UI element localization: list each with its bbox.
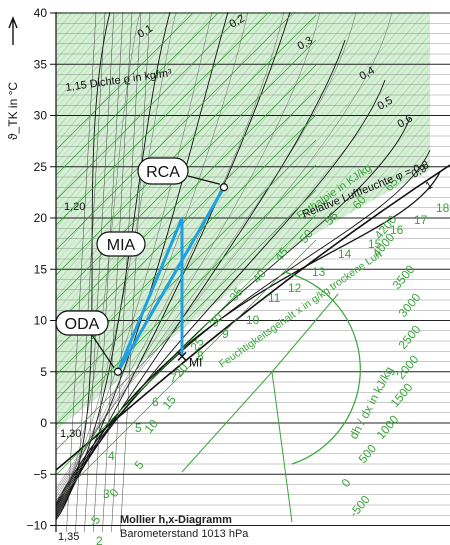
moisture-tick-label: 13	[312, 265, 326, 279]
protractor-rays	[181, 293, 339, 523]
protractor-tick-label: 3500	[390, 262, 418, 292]
process-line-mix	[116, 217, 184, 373]
rh-curve-minor	[56, 12, 141, 511]
enthalpy-tick-label: 5	[132, 458, 147, 472]
moisture-tick-label: 14	[338, 247, 352, 261]
moisture-tick-label: 8	[197, 349, 204, 363]
protractor-tick-label: 3000	[396, 290, 424, 320]
chart-caption: Mollier h,x-Diagramm Barometerstand 1013…	[120, 513, 248, 541]
rca-callout-label: RCA	[146, 164, 180, 181]
mia-callout-label: MIA	[107, 237, 136, 254]
protractor-tick-label: 1000	[374, 412, 402, 442]
protractor-tick-label: 500	[356, 441, 380, 466]
moisture-tick-label: 4	[108, 449, 115, 463]
y-axis-arrow	[8, 16, 18, 45]
enthalpy-line	[56, 239, 317, 501]
moisture-tick-label: 5	[135, 421, 142, 435]
rca-point	[219, 183, 229, 192]
moisture-tick-label: 7	[170, 371, 177, 385]
density-tick-label: 1,35	[58, 531, 79, 543]
density-tick-label: 1,30	[60, 428, 81, 440]
mi-label: MI	[189, 355, 202, 369]
moisture-tick-label: 6	[152, 395, 159, 409]
y-tick-label: 15	[34, 262, 48, 276]
y-tick-label: 25	[34, 160, 48, 174]
protractor-tick-label: 1500	[388, 380, 416, 410]
density-line	[102, 12, 133, 532]
mi-marker	[177, 351, 187, 361]
enthalpy-line	[56, 12, 270, 226]
moisture-tick-label: 12	[288, 281, 302, 295]
rh-curve-minor	[56, 12, 213, 505]
protractor-tick-label: 2500	[396, 322, 424, 352]
protractor-arc	[283, 271, 361, 465]
rh-curve	[56, 12, 111, 521]
moisture-tick-label: 16	[390, 223, 404, 237]
moisture-tick-label: 11	[268, 291, 281, 305]
process-line-oda-rca	[116, 186, 226, 373]
enthalpy-tick-label: 15	[160, 392, 180, 411]
rh-tick-label: 1	[424, 179, 435, 192]
unsaturated-region	[56, 12, 430, 430]
enthalpy-line	[56, 12, 245, 201]
enthalpy-line	[56, 12, 220, 176]
y-tick-label: 35	[34, 57, 48, 71]
density-tick-label: 1,20	[64, 201, 85, 213]
protractor-tick-label: 0	[339, 476, 354, 490]
oda-callout-pointer	[91, 334, 115, 369]
enthalpy-line	[56, 64, 317, 326]
oda-callout-label: ODA	[65, 316, 100, 333]
density-line	[66, 12, 97, 532]
y-tick-label: 0	[40, 416, 47, 430]
rh-curve	[56, 117, 411, 509]
moisture-tick-label: 2	[96, 534, 103, 545]
enthalpy-line	[56, 139, 317, 401]
protractor-tick-label: 2000	[394, 352, 422, 382]
enthalpy-line	[56, 12, 295, 251]
rh-curve	[56, 149, 431, 507]
moisture-tick-label: 3	[103, 487, 110, 501]
moisture-tick-label: 10	[246, 313, 260, 327]
y-tick-label: 20	[34, 211, 48, 225]
y-tick-label: 5	[40, 365, 47, 379]
y-tick-label: 10	[34, 314, 48, 328]
enthalpy-line	[56, 164, 317, 426]
rh-curve-minor	[56, 12, 177, 508]
enthalpy-line	[56, 89, 317, 351]
saturation-curve	[56, 164, 450, 471]
enthalpy-line	[56, 14, 317, 276]
oda-point	[113, 367, 123, 376]
y-axis-label: ϑ_TK in °C	[6, 82, 20, 140]
chart-title: Mollier h,x-Diagramm	[120, 514, 232, 526]
rca-callout-pointer	[187, 175, 221, 185]
y-tick-label: −10	[27, 519, 48, 533]
enthalpy-line	[56, 189, 317, 451]
rh-curve	[56, 171, 441, 505]
y-tick-label: −5	[33, 467, 47, 481]
density-line	[120, 12, 151, 532]
moisture-tick-label: 18	[436, 201, 450, 215]
density-line	[84, 12, 115, 532]
density-line	[75, 12, 106, 532]
moisture-tick-label: 9	[222, 327, 229, 341]
rh-curve-minor	[56, 12, 393, 490]
protractor-tick-label: -500	[347, 492, 373, 520]
moisture-tick-label: 15	[368, 237, 382, 251]
enthalpy-tick-label: 10	[142, 416, 162, 435]
chart-subtitle: Barometerstand 1013 hPa	[120, 528, 249, 540]
y-tick-label: 40	[34, 6, 48, 20]
density-line	[93, 12, 124, 532]
rh-curve	[56, 79, 386, 511]
enthalpy-line	[56, 12, 195, 151]
enthalpy-line	[56, 214, 317, 476]
rca-callout-box	[137, 157, 189, 185]
mia-callout-box	[96, 231, 146, 257]
density-line	[111, 12, 142, 532]
y-tick-label: 30	[34, 109, 48, 123]
rh-curve-minor	[56, 12, 357, 493]
moisture-tick-label: 17	[414, 213, 428, 227]
